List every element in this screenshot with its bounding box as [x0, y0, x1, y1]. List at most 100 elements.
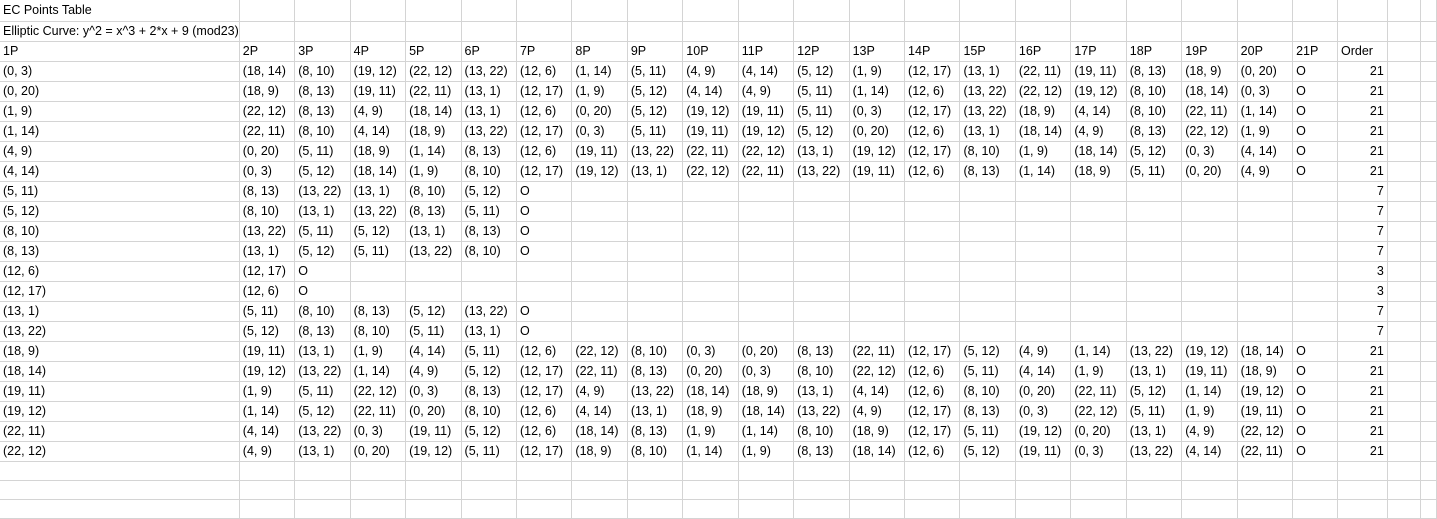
- point-cell[interactable]: (8, 10): [461, 401, 517, 422]
- empty-cell[interactable]: [571, 241, 628, 262]
- empty-cell[interactable]: [1420, 261, 1437, 282]
- column-header-cell[interactable]: 6P: [461, 41, 517, 62]
- point-cell[interactable]: (18, 9): [1015, 101, 1072, 122]
- empty-cell[interactable]: [793, 241, 850, 262]
- empty-cell[interactable]: [405, 21, 462, 42]
- empty-cell[interactable]: [1015, 181, 1072, 202]
- point-cell[interactable]: (13, 22): [405, 241, 462, 262]
- empty-cell[interactable]: [1237, 301, 1294, 322]
- empty-cell[interactable]: [1337, 0, 1388, 22]
- empty-cell[interactable]: [904, 281, 961, 302]
- empty-cell[interactable]: [571, 281, 628, 302]
- empty-cell[interactable]: [1387, 361, 1422, 382]
- point-cell[interactable]: (22, 11): [1070, 381, 1127, 402]
- empty-cell[interactable]: [350, 0, 407, 22]
- point-cell[interactable]: (19, 12): [405, 441, 462, 462]
- empty-cell[interactable]: [1292, 480, 1338, 500]
- point-cell[interactable]: (18, 14): [1181, 81, 1238, 102]
- point-cell[interactable]: (8, 13): [959, 161, 1016, 182]
- point-cell[interactable]: (5, 12): [294, 401, 351, 422]
- column-header-cell[interactable]: 15P: [959, 41, 1016, 62]
- empty-cell[interactable]: [1292, 0, 1338, 22]
- empty-cell[interactable]: [1181, 301, 1238, 322]
- empty-cell[interactable]: [849, 21, 906, 42]
- point-cell[interactable]: (5, 11): [959, 421, 1016, 442]
- empty-cell[interactable]: [1070, 301, 1127, 322]
- empty-cell[interactable]: [1387, 499, 1422, 519]
- empty-cell[interactable]: [1015, 480, 1072, 500]
- point-cell[interactable]: O: [1292, 361, 1338, 382]
- point-cell[interactable]: (18, 9): [350, 141, 407, 162]
- empty-cell[interactable]: [571, 0, 628, 22]
- empty-cell[interactable]: [1420, 341, 1437, 362]
- empty-cell[interactable]: [1420, 201, 1437, 222]
- point-cell[interactable]: (13, 1): [461, 321, 517, 342]
- empty-cell[interactable]: [793, 461, 850, 481]
- empty-cell[interactable]: [959, 499, 1016, 519]
- point-cell[interactable]: (0, 20): [350, 441, 407, 462]
- order-cell[interactable]: 7: [1337, 241, 1388, 262]
- point-cell[interactable]: (5, 12): [959, 441, 1016, 462]
- point-cell[interactable]: (18, 9): [849, 421, 906, 442]
- point-cell[interactable]: (13, 22): [461, 121, 517, 142]
- point-cell[interactable]: (4, 9): [738, 81, 795, 102]
- point-cell[interactable]: (18, 14): [405, 101, 462, 122]
- point-cell[interactable]: (18, 14): [1015, 121, 1072, 142]
- point-cell[interactable]: (19, 12): [1070, 81, 1127, 102]
- order-cell[interactable]: 21: [1337, 441, 1388, 462]
- point-cell[interactable]: (22, 11): [0, 421, 240, 442]
- point-cell[interactable]: (12, 6): [904, 121, 961, 142]
- point-cell[interactable]: (5, 11): [350, 241, 407, 262]
- point-cell[interactable]: (13, 1): [627, 161, 684, 182]
- empty-cell[interactable]: [1337, 480, 1388, 500]
- point-cell[interactable]: (13, 1): [294, 341, 351, 362]
- point-cell[interactable]: (13, 22): [0, 321, 240, 342]
- empty-cell[interactable]: [849, 201, 906, 222]
- point-cell[interactable]: (19, 12): [849, 141, 906, 162]
- empty-cell[interactable]: [959, 461, 1016, 481]
- empty-cell[interactable]: [405, 461, 462, 481]
- empty-cell[interactable]: [1070, 221, 1127, 242]
- column-header-cell[interactable]: 21P: [1292, 41, 1338, 62]
- empty-cell[interactable]: [738, 499, 795, 519]
- empty-cell[interactable]: [904, 241, 961, 262]
- point-cell[interactable]: (5, 12): [239, 321, 296, 342]
- point-cell[interactable]: (22, 12): [738, 141, 795, 162]
- point-cell[interactable]: (8, 10): [405, 181, 462, 202]
- empty-cell[interactable]: [682, 201, 739, 222]
- empty-cell[interactable]: [239, 499, 296, 519]
- empty-cell[interactable]: [1070, 281, 1127, 302]
- empty-cell[interactable]: [1015, 21, 1072, 42]
- empty-cell[interactable]: [682, 321, 739, 342]
- point-cell[interactable]: (8, 10): [793, 361, 850, 382]
- point-cell[interactable]: (8, 13): [405, 201, 462, 222]
- empty-cell[interactable]: [1237, 221, 1294, 242]
- empty-cell[interactable]: [571, 261, 628, 282]
- point-cell[interactable]: (0, 3): [1181, 141, 1238, 162]
- empty-cell[interactable]: [1387, 61, 1422, 82]
- empty-cell[interactable]: [516, 499, 573, 519]
- empty-cell[interactable]: [849, 221, 906, 242]
- empty-cell[interactable]: [1420, 441, 1437, 462]
- empty-cell[interactable]: [959, 0, 1016, 22]
- point-cell[interactable]: O: [1292, 441, 1338, 462]
- point-cell[interactable]: (5, 11): [1126, 401, 1183, 422]
- point-cell[interactable]: (22, 12): [350, 381, 407, 402]
- order-cell[interactable]: 21: [1337, 101, 1388, 122]
- empty-cell[interactable]: [1420, 401, 1437, 422]
- empty-cell[interactable]: [461, 261, 517, 282]
- empty-cell[interactable]: [959, 261, 1016, 282]
- empty-cell[interactable]: [1181, 261, 1238, 282]
- empty-cell[interactable]: [294, 499, 351, 519]
- point-cell[interactable]: (1, 9): [0, 101, 240, 122]
- empty-cell[interactable]: [1237, 0, 1294, 22]
- point-cell[interactable]: (0, 20): [1181, 161, 1238, 182]
- point-cell[interactable]: (5, 12): [461, 361, 517, 382]
- order-cell[interactable]: 21: [1337, 341, 1388, 362]
- point-cell[interactable]: (0, 20): [571, 101, 628, 122]
- point-cell[interactable]: (19, 12): [1181, 341, 1238, 362]
- empty-cell[interactable]: [1387, 101, 1422, 122]
- point-cell[interactable]: O: [516, 221, 573, 242]
- point-cell[interactable]: (19, 11): [350, 81, 407, 102]
- empty-cell[interactable]: [571, 201, 628, 222]
